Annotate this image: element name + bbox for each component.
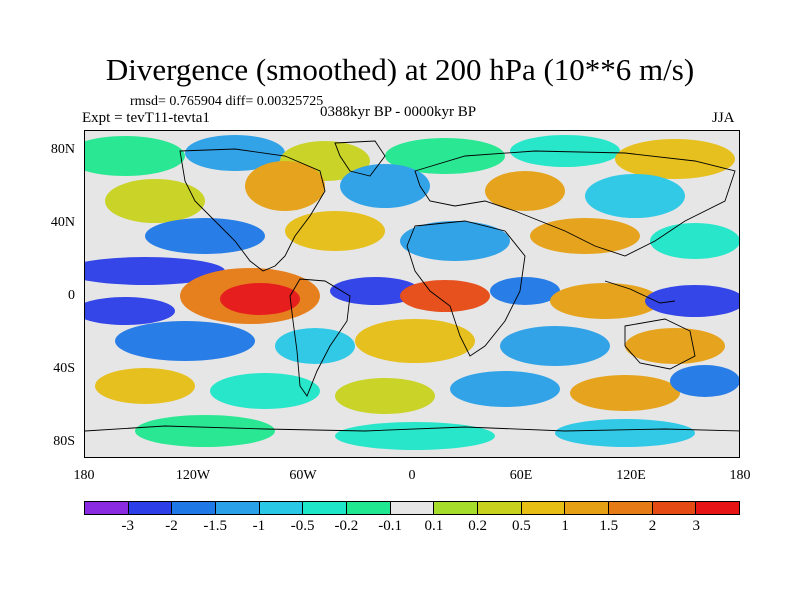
colorbar-segment xyxy=(478,502,522,514)
lon-label-120w: 120W xyxy=(175,468,211,483)
eurasia-outline xyxy=(414,150,736,257)
colorbar-segment xyxy=(565,502,610,514)
south-america-outline xyxy=(289,278,351,397)
colorbar-segment xyxy=(216,502,260,514)
north-america-outline xyxy=(179,148,326,272)
colorbar-label: 0.5 xyxy=(511,518,531,534)
colorbar-label: 1.5 xyxy=(599,518,619,534)
colorbar-label: 2 xyxy=(648,518,657,534)
lat-label-0: 0 xyxy=(68,288,75,303)
period-label: 0388kyr BP - 0000kyr BP xyxy=(320,104,477,120)
lon-label-60w: 60W xyxy=(289,468,317,483)
colorbar-segment xyxy=(609,502,653,514)
lon-label-0: 0 xyxy=(408,468,416,483)
colorbar-segment xyxy=(85,502,129,514)
colorbar-segment xyxy=(172,502,217,514)
colorbar-label: 0.1 xyxy=(424,518,444,534)
colorbar-label: -2 xyxy=(165,518,178,534)
divergence-field xyxy=(85,135,739,450)
lon-label-60e: 60E xyxy=(509,468,533,483)
map-panel xyxy=(84,130,740,458)
lat-label-40n: 40N xyxy=(50,215,75,230)
greenland-outline xyxy=(334,140,386,177)
africa-outline xyxy=(406,220,526,357)
season-label: JJA xyxy=(712,110,735,126)
divergence-map xyxy=(85,131,739,457)
lat-label-80n: 80N xyxy=(50,142,75,157)
colorbar-label: -0.1 xyxy=(378,518,402,534)
colorbar xyxy=(84,501,740,515)
colorbar-segment xyxy=(390,502,435,514)
indonesia-outline xyxy=(604,280,676,304)
colorbar-segment xyxy=(521,502,566,514)
lon-label-120e: 120E xyxy=(616,468,646,483)
colorbar-segment xyxy=(652,502,697,514)
colorbar-segment xyxy=(128,502,173,514)
coastlines xyxy=(85,140,739,432)
australia-outline xyxy=(624,318,696,370)
colorbar-label: 3 xyxy=(692,518,701,534)
colorbar-segment xyxy=(434,502,479,514)
experiment-label: Expt = tevT11-tevta1 xyxy=(82,110,210,126)
colorbar-label: 0.2 xyxy=(468,518,487,534)
colorbar-label: -1.5 xyxy=(203,518,228,534)
antarctica-outline xyxy=(85,425,739,432)
colorbar-label: 1 xyxy=(561,518,569,534)
stats-text: rmsd= 0.765904 diff= 0.00325725 xyxy=(130,94,324,109)
colorbar-segment xyxy=(303,502,348,514)
colorbar-segment xyxy=(259,502,304,514)
colorbar-segment xyxy=(696,502,740,514)
lon-label-180w: 180 xyxy=(73,468,95,483)
colorbar-label: -0.2 xyxy=(334,518,359,534)
lon-label-180e: 180 xyxy=(729,468,751,483)
lat-label-80s: 80S xyxy=(53,434,75,449)
colorbar-label: -1 xyxy=(252,518,266,534)
plot-title: Divergence (smoothed) at 200 hPa (10**6 … xyxy=(105,52,695,87)
lat-label-40s: 40S xyxy=(53,361,75,376)
colorbar-label: -3 xyxy=(121,518,134,534)
colorbar-label: -0.5 xyxy=(290,518,315,534)
colorbar-segment xyxy=(347,502,391,514)
